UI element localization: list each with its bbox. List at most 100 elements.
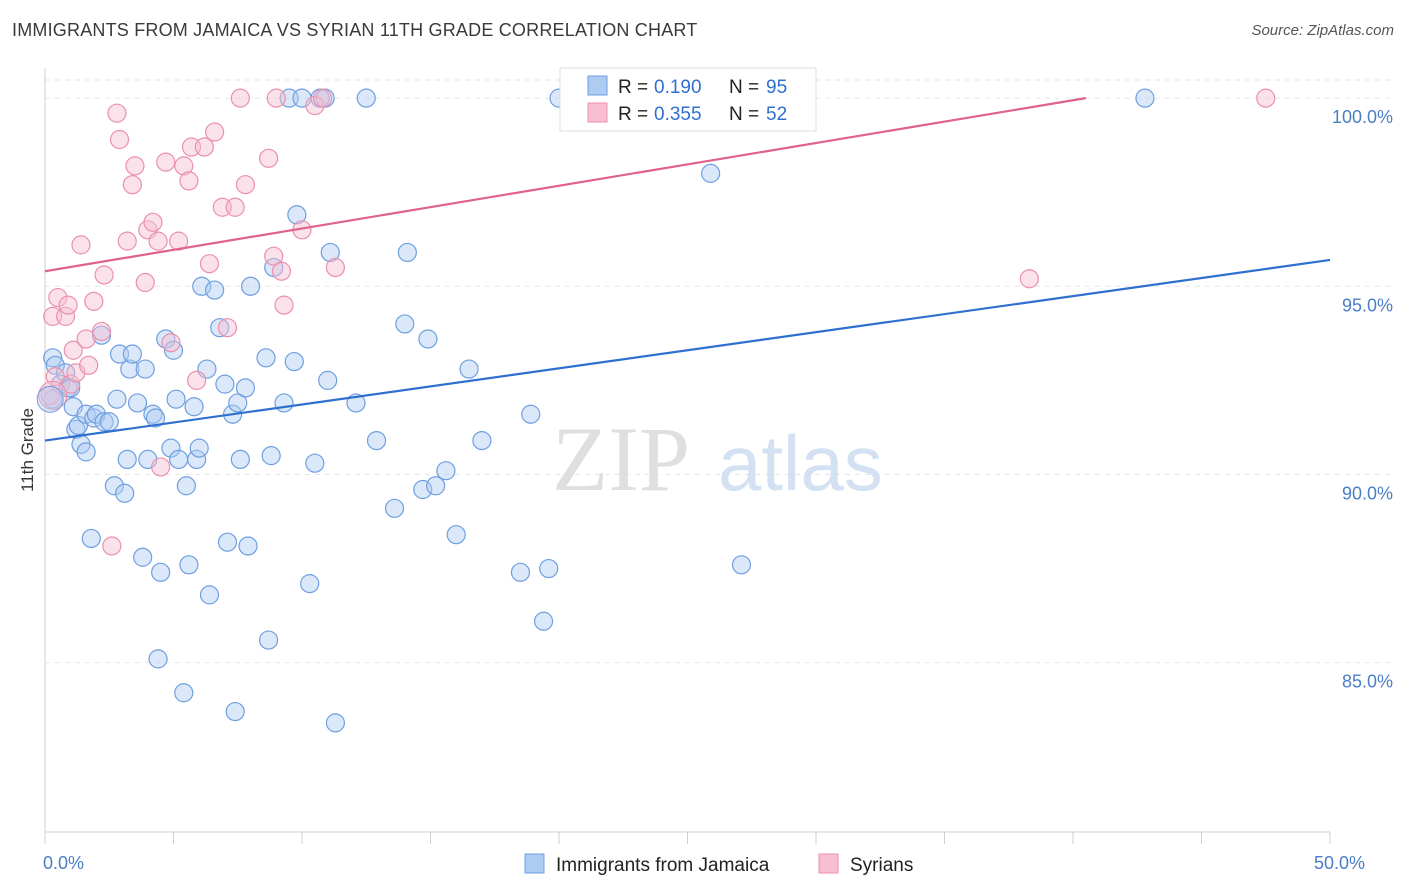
data-point <box>210 318 230 338</box>
stats-legend: R = 0.190 N = 95 R = 0.355 N = 52 <box>559 67 817 132</box>
data-point <box>143 212 163 232</box>
data-point <box>271 261 292 281</box>
data-point <box>701 163 721 183</box>
legend-swatch-jamaica <box>524 853 545 874</box>
stats-n-label-syrians: N = <box>729 104 759 125</box>
data-point <box>217 318 238 338</box>
y-tick-label: 90.0% <box>1342 483 1393 503</box>
stats-r-label-jamaica: R = <box>618 77 648 98</box>
data-point <box>117 449 137 470</box>
data-point <box>312 88 333 108</box>
data-point <box>122 344 142 364</box>
data-point <box>225 197 245 217</box>
legend-swatch-syrians <box>818 853 839 874</box>
data-point <box>169 231 189 251</box>
data-point <box>539 558 559 579</box>
bottom-legend: Immigrants from Jamaica Syrians <box>524 853 913 876</box>
data-point <box>109 129 130 150</box>
data-point <box>122 175 142 195</box>
data-point <box>45 355 65 375</box>
data-point <box>107 389 127 409</box>
data-point <box>287 205 307 225</box>
stats-n-value-syrians: 52 <box>766 104 787 125</box>
series-layer <box>36 88 1276 733</box>
stats-r-label-syrians: R = <box>618 104 648 125</box>
chart-source: Source: ZipAtlas.com <box>1251 22 1394 39</box>
data-point <box>258 148 279 168</box>
data-point <box>395 314 415 334</box>
data-point <box>274 295 294 315</box>
data-point <box>179 171 199 191</box>
data-point <box>189 438 209 458</box>
data-point <box>151 457 171 477</box>
trend-line-syrians <box>44 97 1087 273</box>
data-point <box>135 359 155 379</box>
data-point <box>55 363 76 383</box>
data-point <box>225 701 245 722</box>
data-point <box>148 649 168 669</box>
data-point <box>71 235 91 255</box>
gridlines <box>45 79 1393 664</box>
data-point <box>1019 269 1039 289</box>
data-point <box>176 476 196 496</box>
data-point <box>1256 88 1276 108</box>
data-point <box>731 555 752 575</box>
x-tick-label: 50.0% <box>1314 853 1365 873</box>
data-point <box>356 88 376 108</box>
data-point <box>446 525 466 545</box>
data-point <box>120 359 140 379</box>
data-point <box>79 355 99 375</box>
data-point <box>261 446 281 466</box>
watermark-atlas: atlas <box>718 419 883 507</box>
data-point <box>76 329 96 349</box>
data-point <box>166 389 186 409</box>
series-jamaica <box>43 88 1155 733</box>
data-point <box>81 528 101 549</box>
data-point <box>238 536 258 556</box>
stats-swatch-syrians <box>587 102 608 123</box>
data-point <box>459 359 479 379</box>
data-point <box>76 442 96 462</box>
data-point <box>161 438 181 458</box>
data-point <box>91 321 112 342</box>
data-point <box>318 370 338 390</box>
data-point <box>194 137 214 157</box>
data-point <box>156 152 176 172</box>
data-point <box>184 397 204 417</box>
data-point <box>104 476 124 496</box>
data-point <box>320 242 340 263</box>
data-point <box>48 287 68 308</box>
data-point <box>274 393 294 413</box>
data-point <box>228 393 248 413</box>
trend-line-jamaica <box>44 258 1331 442</box>
data-point <box>258 630 279 650</box>
data-point <box>305 453 325 473</box>
data-point <box>230 88 250 108</box>
data-point <box>115 483 135 503</box>
data-point-cluster <box>38 380 68 410</box>
stats-n-value-jamaica: 95 <box>766 77 787 98</box>
data-point <box>241 276 261 296</box>
data-point <box>426 476 446 496</box>
tick-labels: 85.0% 90.0% 95.0% 100.0% 0.0% 50.0% <box>43 107 1393 873</box>
y-tick-label: 95.0% <box>1342 295 1393 315</box>
y-tick-label: 85.0% <box>1342 672 1393 692</box>
stats-r-value-jamaica: 0.190 <box>654 77 702 98</box>
y-tick-label: 100.0% <box>1332 107 1393 127</box>
data-point <box>84 291 104 311</box>
data-point <box>174 683 194 703</box>
data-point <box>366 430 387 451</box>
data-point <box>163 340 184 360</box>
data-point <box>127 393 148 413</box>
stats-n-label-jamaica: N = <box>729 77 759 98</box>
data-point <box>102 536 122 556</box>
data-point <box>325 713 346 733</box>
legend-label-jamaica: Immigrants from Jamaica <box>556 855 770 876</box>
data-point <box>436 461 456 481</box>
data-point <box>1135 88 1155 108</box>
data-point <box>94 412 114 432</box>
data-point <box>533 611 554 631</box>
data-point <box>325 257 346 278</box>
watermark-zip: ZIP <box>552 408 690 510</box>
